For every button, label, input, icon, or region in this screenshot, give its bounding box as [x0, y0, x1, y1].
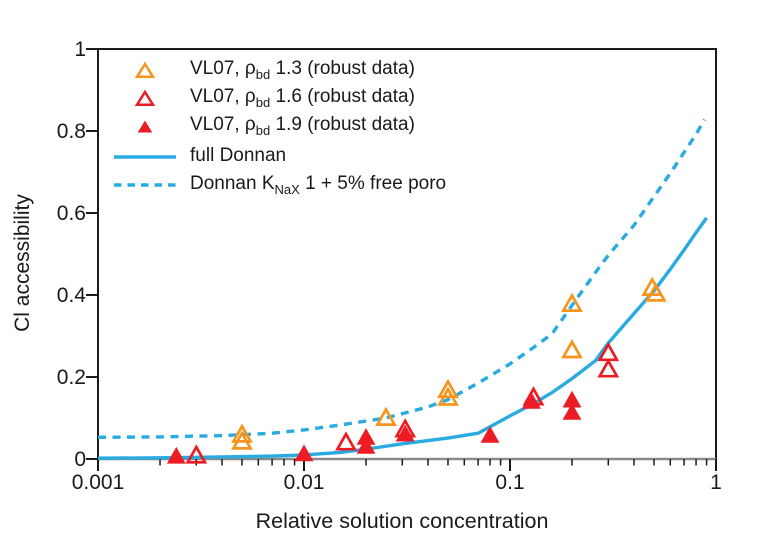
marker-vl07-rho-bd-1.3 — [561, 339, 583, 359]
y-axis-title: Cl accessibility — [11, 194, 34, 332]
triangle-filled-red-icon — [105, 117, 185, 135]
y-tick-label: 0.6 — [57, 202, 86, 225]
legend-label: VL07, ρbd 1.9 (robust data) — [190, 114, 415, 138]
y-tick-label: 0 — [74, 448, 86, 471]
y-tick-label: 0.2 — [57, 366, 86, 389]
marker-vl07-rho-bd-1.3 — [231, 430, 253, 450]
marker-vl07-rho-bd-1.9 — [166, 446, 186, 464]
legend-item-vl07-1.6: VL07, ρbd 1.6 (robust data) — [105, 84, 446, 112]
legend-label: VL07, ρbd 1.6 (robust data) — [190, 86, 415, 110]
marker-vl07-rho-bd-1.6 — [335, 431, 357, 451]
curve-full-donnan — [97, 216, 708, 460]
marker-vl07-rho-bd-1.3 — [375, 406, 397, 426]
marker-vl07-rho-bd-1.3 — [437, 386, 459, 406]
y-tick-label: 0.4 — [57, 284, 87, 307]
marker-vl07-rho-bd-1.9 — [294, 444, 314, 462]
legend-label: full Donnan — [190, 145, 287, 167]
marker-vl07-rho-bd-1.9 — [356, 437, 376, 454]
legend: VL07, ρbd 1.3 (robust data) VL07, ρbd 1.… — [105, 56, 446, 199]
marker-vl07-rho-bd-1.3 — [644, 282, 667, 302]
marker-vl07-rho-bd-1.6 — [597, 358, 620, 378]
marker-vl07-rho-bd-1.9 — [562, 403, 582, 420]
y-tick-label: 1 — [74, 38, 86, 61]
legend-item-donnan-free-poro: Donnan KNaX 1 + 5% free poro — [105, 171, 446, 199]
legend-label: Donnan KNaX 1 + 5% free poro — [190, 173, 447, 197]
x-axis-title: Relative solution concentration — [255, 509, 549, 533]
solid-line-icon — [105, 153, 185, 161]
legend-item-vl07-1.9: VL07, ρbd 1.9 (robust data) — [105, 112, 446, 140]
x-tick-label: 0.01 — [284, 471, 325, 494]
y-tick-label: 0.8 — [57, 120, 86, 143]
legend-item-full-donnan: full Donnan — [105, 143, 446, 171]
marker-vl07-rho-bd-1.9 — [521, 391, 541, 409]
triangle-open-orange-icon — [105, 61, 185, 79]
marker-vl07-rho-bd-1.9 — [480, 425, 500, 443]
marker-vl07-rho-bd-1.3 — [231, 423, 253, 443]
dashed-line-icon — [105, 181, 185, 189]
marker-vl07-rho-bd-1.9 — [395, 424, 415, 442]
triangle-open-red-icon — [105, 89, 185, 107]
x-tick-label: 0.001 — [72, 471, 125, 494]
x-tick-label: 0.1 — [495, 471, 524, 494]
legend-item-vl07-1.3: VL07, ρbd 1.3 (robust data) — [105, 56, 446, 84]
marker-vl07-rho-bd-1.3 — [561, 292, 583, 312]
x-tick-label: 1 — [710, 471, 722, 494]
marker-vl07-rho-bd-1.3 — [437, 378, 459, 399]
legend-label: VL07, ρbd 1.3 (robust data) — [190, 58, 415, 82]
marker-vl07-rho-bd-1.6 — [185, 444, 208, 464]
curve-donnan-knax-free-poro — [97, 118, 707, 439]
